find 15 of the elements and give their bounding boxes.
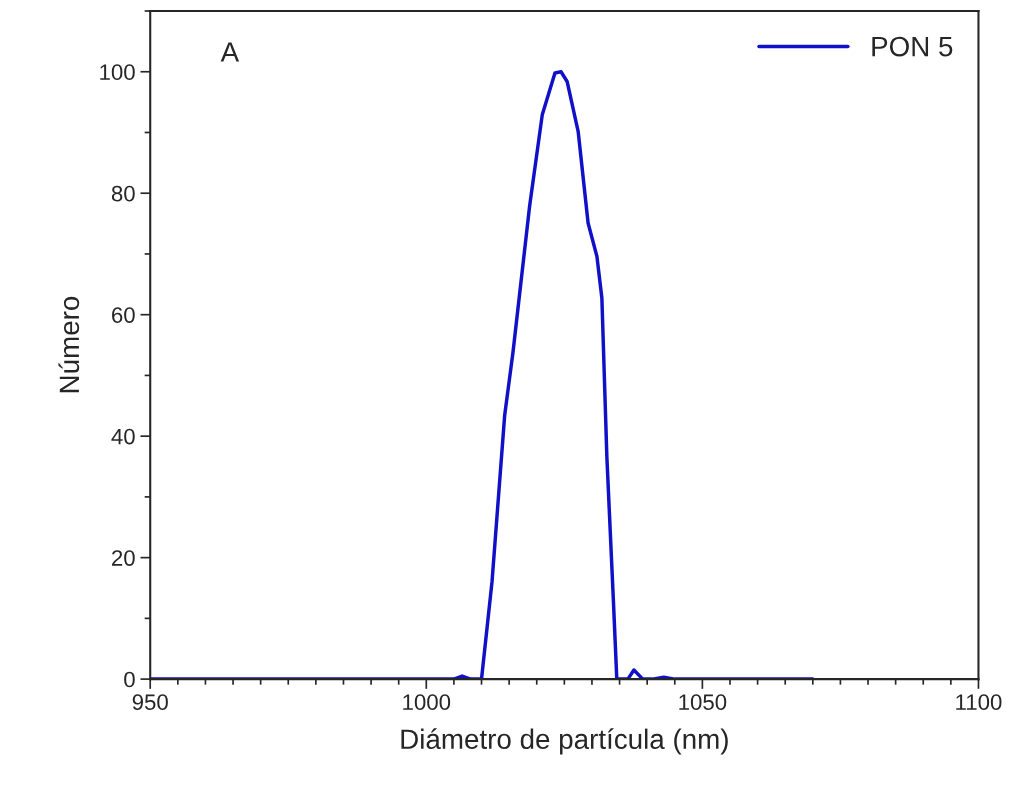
y-tick-label: 80 [111, 185, 135, 202]
x-tick-label: 1000 [403, 694, 451, 711]
annotation: A [220, 42, 240, 62]
y-axis-title: Número [58, 296, 80, 393]
line-series [150, 70, 815, 680]
y-tick-label: 40 [111, 428, 135, 445]
x-tick-label: 950 [132, 694, 168, 711]
y-tick-label: 60 [112, 307, 135, 323]
x-tick-label: 1100 [956, 694, 1002, 711]
x-axis-title: Diámetro de partícula (nm) [401, 728, 728, 755]
y-tick-label: 100 [100, 64, 135, 81]
x-tick-label: 1050 [679, 694, 727, 711]
y-tick-label: 20 [112, 550, 135, 566]
legend-label: PON 5 [872, 36, 953, 57]
y-tick-label: 0 [124, 671, 135, 688]
